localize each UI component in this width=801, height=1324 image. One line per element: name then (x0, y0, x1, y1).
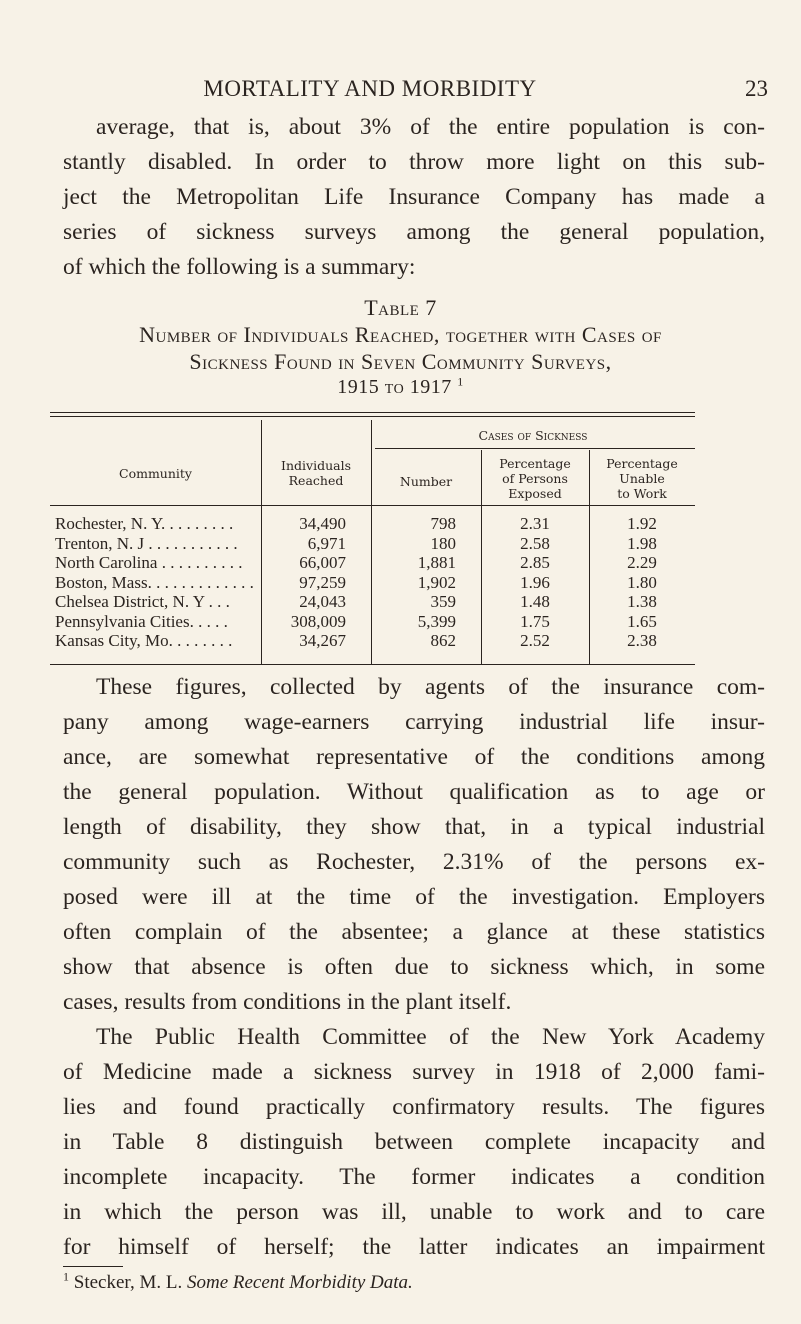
cell-community: Trenton, N. J . . . . . . . . . . . (55, 533, 238, 553)
cell-number: 798 (430, 514, 457, 533)
header-pct-exposed: Percentage of Persons Exposed (499, 456, 571, 501)
text-line: stantly disabled. In order to throw more… (63, 149, 765, 175)
cell-pct-exposed: 1.48 (520, 592, 550, 611)
table-years: 1915 to 1917 (337, 376, 452, 398)
text-line: These figures, collected by agents of th… (96, 674, 765, 700)
text-line: community such as Rochester, 2.31% of th… (63, 849, 765, 875)
footnote-text: Stecker, M. L. Some Recent Morbidity Dat… (73, 1272, 413, 1293)
cell-pct-exposed: 2.58 (520, 533, 550, 553)
running-title: MORTALITY AND MORBIDITY (203, 76, 537, 101)
cell-individuals: 66,007 (299, 553, 346, 572)
text-line: often complain of the absentee; a glance… (63, 919, 765, 945)
text-line: of Medicine made a sickness survey in 19… (63, 1059, 765, 1085)
cell-pct-unable: 1.80 (627, 572, 657, 592)
cell-individuals: 24,043 (299, 592, 346, 611)
header-cases-of-sickness: Cases of Sickness (478, 428, 588, 443)
text-line: in Table 8 distinguish between complete … (63, 1129, 765, 1155)
text-line: series of sickness surveys among the gen… (63, 219, 765, 245)
cell-number: 1,902 (417, 572, 456, 592)
text-line: incomplete incapacity. The former indica… (63, 1164, 765, 1190)
cell-community: Kansas City, Mo. . . . . . . . (55, 631, 233, 650)
cell-pct-exposed: 2.31 (520, 514, 550, 533)
cell-number: 1,881 (417, 553, 456, 572)
footnote: 1 Stecker, M. L. Some Recent Morbidity D… (63, 1269, 413, 1293)
cell-number: 862 (430, 631, 457, 650)
header-pct-unable: Percentage Unable to Work (606, 456, 678, 501)
cell-community: Rochester, N. Y. . . . . . . . . (55, 514, 234, 533)
cell-community: Boston, Mass. . . . . . . . . . . . . (55, 572, 254, 592)
text-line: the general population. Without qualific… (63, 779, 765, 805)
text-line: The Public Health Committee of the New Y… (96, 1024, 765, 1050)
header-number: Number (399, 474, 453, 489)
cell-pct-exposed: 1.75 (520, 611, 550, 631)
cell-individuals: 34,267 (299, 631, 346, 650)
cell-pct-unable: 1.92 (627, 514, 657, 533)
text-line: ject the Metropolitan Life Insurance Com… (63, 184, 765, 210)
cell-pct-unable: 2.29 (627, 553, 657, 572)
text-line: for himself of herself; the latter indic… (63, 1234, 765, 1260)
table-label: Table 7 (364, 295, 437, 320)
text-line: posed were ill at the time of the invest… (63, 884, 765, 910)
text-line: ance, are somewhat representative of the… (63, 744, 765, 770)
cell-pct-exposed: 2.52 (520, 631, 550, 650)
cell-pct-unable: 1.65 (627, 611, 657, 631)
text-line: lies and found practically confirmatory … (63, 1094, 765, 1120)
header-community: Community (119, 466, 192, 481)
text-line: in which the person was ill, unable to w… (63, 1199, 765, 1225)
text-line: length of disability, they show that, in… (63, 814, 765, 840)
table-title-line: 1915 to 1917 1 (0, 374, 801, 399)
cell-pct-exposed: 2.85 (520, 553, 550, 572)
cell-number: 180 (430, 533, 457, 553)
text-line: of which the following is a summary: (63, 254, 416, 280)
cell-individuals: 34,490 (299, 514, 346, 533)
cell-community: Chelsea District, N. Y . . . (55, 592, 230, 611)
cell-individuals: 6,971 (307, 533, 346, 553)
cell-community: Pennsylvania Cities. . . . . (55, 611, 228, 631)
table-title-line: Sickness Found in Seven Community Survey… (189, 349, 612, 374)
footnote-ref: 1 (457, 374, 464, 389)
data-table: Community Individuals Reached Cases of Si… (50, 412, 695, 666)
cell-individuals: 308,009 (290, 611, 346, 631)
page-number: 23 (745, 76, 768, 101)
cell-pct-exposed: 1.96 (520, 572, 550, 592)
cell-community: North Carolina . . . . . . . . . . (55, 553, 243, 572)
table-title-line: Number of Individuals Reached, together … (139, 322, 662, 347)
cell-pct-unable: 1.98 (627, 533, 657, 553)
cell-pct-unable: 1.38 (627, 592, 657, 611)
text-line: show that absence is often due to sickne… (63, 954, 765, 980)
text-line: average, that is, about 3% of the entire… (96, 114, 765, 140)
cell-number: 359 (430, 592, 457, 611)
text-line: cases, results from conditions in the pl… (63, 989, 512, 1015)
cell-individuals: 97,259 (299, 572, 346, 592)
header-individuals: Individuals Reached (281, 458, 351, 488)
text-line: pany among wage-earners carrying industr… (63, 709, 765, 735)
cell-pct-unable: 2.38 (627, 631, 657, 650)
cell-number: 5,399 (417, 611, 456, 631)
